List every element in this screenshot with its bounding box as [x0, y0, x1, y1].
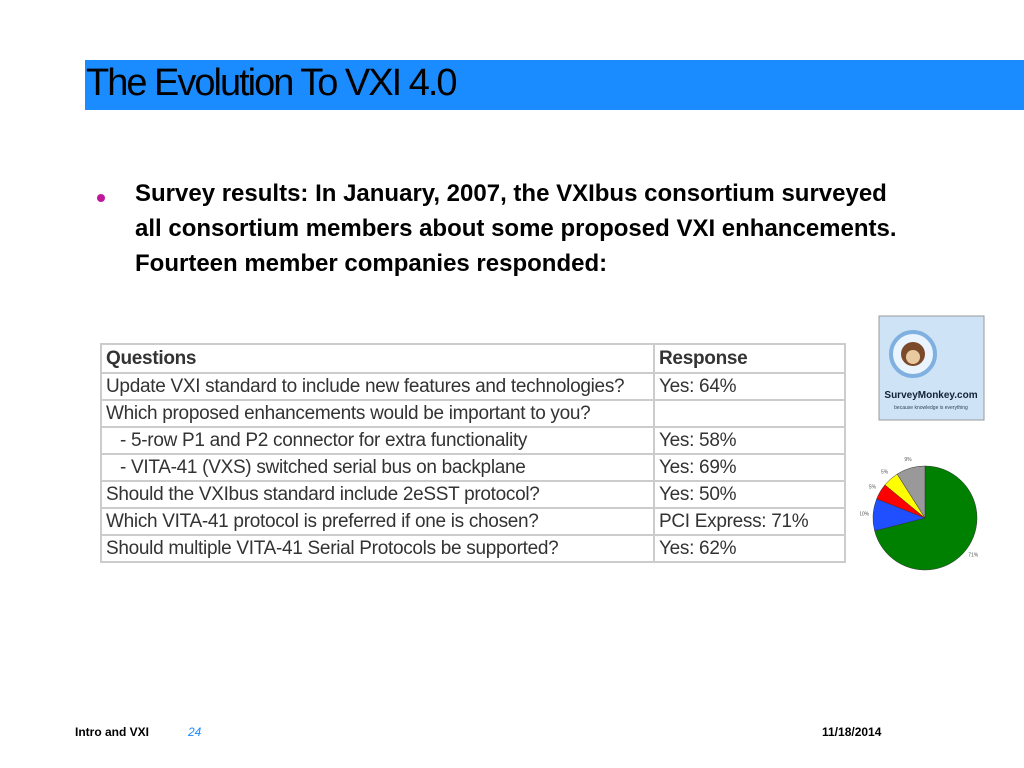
header-cell: Response	[653, 343, 846, 374]
row: Should the VXIbus standard include 2eSST…	[100, 480, 846, 509]
response-cell: Yes: 62%	[653, 534, 846, 563]
header-row: Questions Response	[100, 343, 846, 374]
header-cell: Questions	[100, 343, 655, 374]
response-cell: Yes: 58%	[653, 426, 846, 455]
figures: SurveyMonkey.com because knowledge is ev…	[860, 315, 985, 571]
question-cell: Which VITA-41 protocol is preferred if o…	[100, 507, 655, 536]
response-cell: Yes: 69%	[653, 453, 846, 482]
footer-date: 11/18/2014	[822, 725, 882, 739]
question-cell: - VITA-41 (VXS) switched serial bus on b…	[100, 453, 655, 482]
row: Update VXI standard to include new featu…	[100, 372, 846, 401]
bullet-text: Survey results: In January, 2007, the VX…	[135, 180, 897, 277]
question-cell: - 5-row P1 and P2 connector for extra fu…	[100, 426, 655, 455]
question-cell: Should multiple VITA-41 Serial Protocols…	[100, 534, 655, 563]
row: Which proposed enhancements would be imp…	[100, 399, 846, 428]
pie-label: 10%	[860, 511, 870, 517]
logo-name: SurveyMonkey.com	[884, 390, 977, 401]
page-number: 24	[188, 725, 202, 739]
title: The Evolution To VXI 4.0	[86, 62, 458, 104]
title-bar	[85, 60, 1024, 110]
row: Should multiple VITA-41 Serial Protocols…	[100, 534, 846, 563]
question-cell: Should the VXIbus standard include 2eSST…	[100, 480, 655, 509]
row: - VITA-41 (VXS) switched serial bus on b…	[100, 453, 846, 482]
pie-label: 5%	[881, 470, 889, 476]
response-cell	[653, 399, 846, 428]
survey-table: Questions Response Update VXI standard to …	[100, 343, 846, 563]
pie-label: 5%	[869, 484, 877, 490]
pie: 71% 10% 5% 5% 9%	[860, 457, 979, 571]
logo-face	[906, 350, 920, 364]
row: Which VITA-41 protocol is preferred if o…	[100, 507, 846, 536]
pie-label: 9%	[904, 457, 912, 463]
question-cell: Which proposed enhancements would be imp…	[100, 399, 655, 428]
row: - 5-row P1 and P2 connector for extra fu…	[100, 426, 846, 455]
question-cell: Update VXI standard to include new featu…	[100, 372, 655, 401]
pie-label: 71%	[968, 553, 979, 559]
logo-tagline: because knowledge is everything	[894, 405, 968, 411]
response-cell: PCI Express: 71%	[653, 507, 846, 536]
pie-slice	[896, 465, 926, 519]
pie-slice	[874, 465, 978, 571]
response-cell: Yes: 64%	[653, 372, 846, 401]
response-cell: Yes: 50%	[653, 480, 846, 509]
bullet-dot	[97, 194, 105, 202]
footer-left: Intro and VXI	[75, 725, 150, 739]
